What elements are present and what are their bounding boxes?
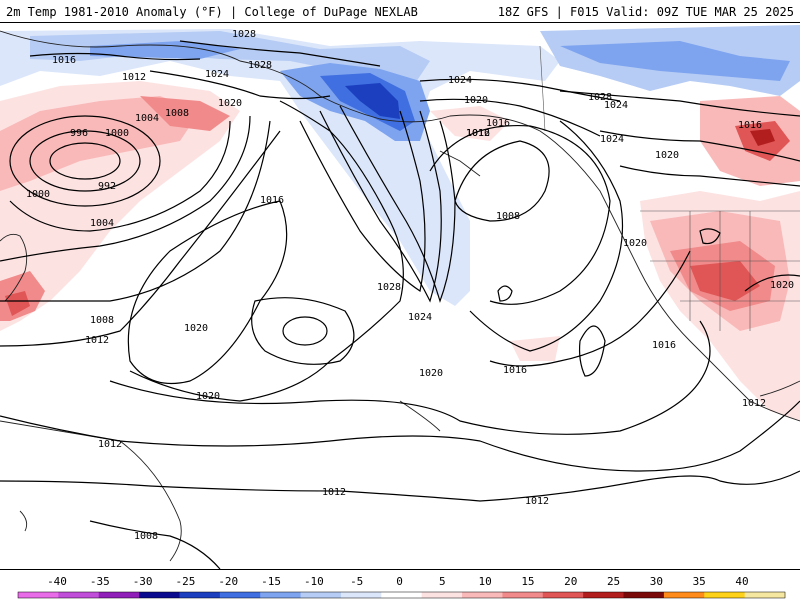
isobar-label: 1020 bbox=[770, 280, 794, 291]
isobar-label: 1000 bbox=[105, 128, 129, 139]
colorbar-segment bbox=[623, 592, 665, 598]
isobar-label: 1016 bbox=[652, 340, 676, 351]
colorbar-segment bbox=[583, 592, 625, 598]
colorbar-segment bbox=[704, 592, 746, 598]
colorbar-tick-label: -15 bbox=[261, 575, 281, 588]
colorbar-segment bbox=[340, 592, 382, 598]
colorbar-tick-label: -10 bbox=[304, 575, 324, 588]
anomaly-map: 1028 1016 1012 1024 1004 1008 1020 996 1… bbox=[0, 22, 800, 570]
isobar-label: 1016 bbox=[503, 365, 527, 376]
isobar-label: 1020 bbox=[623, 238, 647, 249]
colorbar-segment bbox=[300, 592, 342, 598]
isobar-label: 1012 bbox=[322, 487, 346, 498]
warm-anomaly-shading bbox=[0, 81, 800, 421]
isobar-label: 1008 bbox=[496, 211, 520, 222]
isobar-label: 1028 bbox=[588, 92, 612, 103]
isobar-label: 1020 bbox=[184, 323, 208, 334]
isobar-label: 1004 bbox=[135, 113, 159, 124]
colorbar-tick-label: 20 bbox=[564, 575, 577, 588]
isobar-label: 1024 bbox=[205, 69, 229, 80]
colorbar-tick-label: -35 bbox=[90, 575, 110, 588]
map-header: 2m Temp 1981-2010 Anomaly (°F) | College… bbox=[0, 0, 800, 22]
colorbar-canvas: -40 -35 -30 -25 -20 -15 -10 -5 0 5 10 15 20 25 30 35 40 bbox=[17, 575, 786, 599]
colorbar-segment bbox=[542, 592, 584, 598]
model-run-title: 18Z GFS | F015 Valid: 09Z TUE MAR 25 202… bbox=[497, 5, 794, 19]
isobar-label: 1020 bbox=[655, 150, 679, 161]
isobar-label: 1012 bbox=[122, 72, 146, 83]
colorbar-segment bbox=[462, 592, 503, 598]
colorbar-tick-label: -5 bbox=[350, 575, 363, 588]
colorbar-border bbox=[17, 591, 786, 599]
colorbar-segment bbox=[58, 592, 100, 598]
map-canvas: 1028 1016 1012 1024 1004 1008 1020 996 1… bbox=[0, 23, 800, 569]
isobar-label: 1012 bbox=[742, 398, 766, 409]
isobar-label: 1024 bbox=[600, 134, 624, 145]
colorbar-segment bbox=[139, 592, 180, 598]
colorbar-tick-label: 0 bbox=[396, 575, 403, 588]
cold-anomaly-shading bbox=[0, 25, 800, 306]
colorbar-segment bbox=[260, 592, 302, 598]
isobar-label: 1020 bbox=[464, 95, 488, 106]
colorbar-segment bbox=[502, 592, 544, 598]
colorbar-tick-label: 5 bbox=[439, 575, 446, 588]
colorbar-segment bbox=[744, 592, 786, 598]
product-title: 2m Temp 1981-2010 Anomaly (°F) | College… bbox=[6, 5, 418, 19]
colorbar-tick-label: 35 bbox=[693, 575, 706, 588]
colorbar-tick-label: 10 bbox=[479, 575, 492, 588]
isobar-label: 1020 bbox=[419, 368, 443, 379]
colorbar-tick-label: -25 bbox=[176, 575, 196, 588]
isobar-label: 1020 bbox=[218, 98, 242, 109]
colorbar-segment bbox=[219, 592, 261, 598]
isobar-label: 1012 bbox=[98, 439, 122, 450]
isobar-label: 1008 bbox=[90, 315, 114, 326]
isobar-label: 1024 bbox=[408, 312, 432, 323]
colorbar-segment bbox=[98, 592, 140, 598]
isobar-label: 1028 bbox=[377, 282, 401, 293]
isobar-label: 1016 bbox=[52, 55, 76, 66]
colorbar-segment bbox=[18, 592, 59, 598]
isobar-label: 1024 bbox=[604, 100, 628, 111]
isobars bbox=[0, 40, 800, 569]
colorbar-tick-label: 15 bbox=[521, 575, 534, 588]
isobar-label: 1028 bbox=[248, 60, 272, 71]
colorbar-tick-label: -30 bbox=[133, 575, 153, 588]
isobar-label: 1016 bbox=[738, 120, 762, 131]
isobar-label: 1000 bbox=[26, 189, 50, 200]
isobar-label: 1016 bbox=[486, 118, 510, 129]
isobar-label: 1012 bbox=[85, 335, 109, 346]
colorbar-tick-label: -20 bbox=[218, 575, 238, 588]
isobar-label: 1012 bbox=[525, 496, 549, 507]
colorbar-segment bbox=[421, 592, 463, 598]
isobar-label: 1020 bbox=[196, 391, 220, 402]
isobar-labels: 1028 1016 1012 1024 1004 1008 1020 996 1… bbox=[26, 29, 794, 542]
isobar-label: 1016 bbox=[260, 195, 284, 206]
colorbar-tick-label: 25 bbox=[607, 575, 620, 588]
isobar-label: 996 bbox=[70, 128, 88, 139]
temperature-anomaly-colorbar: -40 -35 -30 -25 -20 -15 -10 -5 0 5 10 15 20 25 30 35 40 bbox=[0, 570, 800, 600]
isobar-label: 992 bbox=[98, 181, 116, 192]
isobar-label: 1012 bbox=[466, 128, 490, 139]
coastlines bbox=[0, 30, 800, 562]
isobar-label: 1008 bbox=[134, 531, 158, 542]
isobar-label: 1016 bbox=[466, 128, 490, 139]
isobar-label: 1024 bbox=[448, 75, 472, 86]
isobar-label: 1004 bbox=[90, 218, 114, 229]
colorbar-tick-label: 40 bbox=[735, 575, 748, 588]
colorbar-tick-label: -40 bbox=[47, 575, 67, 588]
colorbar-segment bbox=[663, 592, 705, 598]
isobar-label: 1008 bbox=[165, 108, 189, 119]
political-borders bbox=[539, 45, 800, 331]
colorbar-segment bbox=[381, 592, 423, 598]
isobar-label: 1028 bbox=[232, 29, 256, 40]
colorbar-tick-label: 30 bbox=[650, 575, 663, 588]
colorbar-segment bbox=[179, 592, 221, 598]
